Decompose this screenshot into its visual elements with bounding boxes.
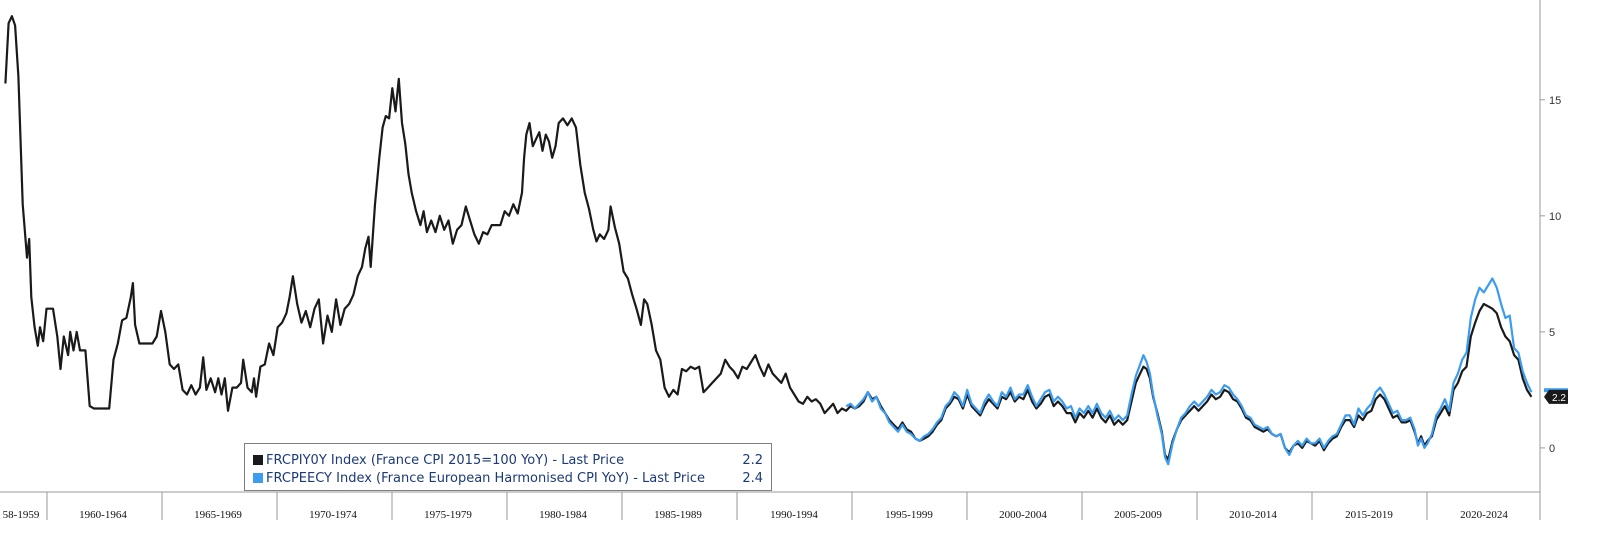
- x-axis: 58-1959 1960-1964 1965-1969 1970-1974 1975-1…: [0, 491, 1541, 521]
- x-tick-label: 1980-1984: [539, 509, 587, 521]
- legend-value: 2.4: [742, 470, 763, 486]
- y-tick-label: 5: [1549, 327, 1555, 339]
- plot-series-group: [4, 15, 1533, 466]
- legend-item-frcpiy0y: FRCPIY0Y Index (France CPI 2015=100 YoY)…: [253, 451, 763, 469]
- y-tick-label: 0: [1549, 443, 1555, 455]
- legend-label: FRCPEECY Index (France European Harmonis…: [266, 470, 705, 486]
- y-tick-label: 10: [1549, 211, 1561, 223]
- legend-label: FRCPIY0Y Index (France CPI 2015=100 YoY)…: [266, 452, 625, 468]
- x-tick-label: 1960-1964: [79, 509, 127, 521]
- legend-swatch-blue: [253, 473, 263, 483]
- x-tick-label: 1970-1974: [309, 509, 357, 521]
- x-tick-label: 1995-1999: [885, 509, 933, 521]
- x-tick-label: 2005-2009: [1114, 509, 1162, 521]
- x-tick-label: 1975-1979: [424, 509, 472, 521]
- x-tick-label: 1985-1989: [654, 509, 702, 521]
- legend-value: 2.2: [742, 452, 763, 468]
- y-tick-label: 15: [1549, 95, 1561, 107]
- x-tick-label: 2020-2024: [1460, 509, 1508, 521]
- y-axis: 0 5 10 15: [1539, 0, 1561, 492]
- x-tick-label: 2000-2004: [999, 509, 1047, 521]
- legend-item-frcpeecy: FRCPEECY Index (France European Harmonis…: [253, 469, 763, 487]
- x-tick-label: 2015-2019: [1345, 509, 1393, 521]
- x-tick-label: 1990-1994: [770, 509, 818, 521]
- series-line-frcpeecy: [845, 277, 1533, 466]
- legend-swatch-black: [253, 455, 263, 465]
- x-tick-label: 1965-1969: [194, 509, 242, 521]
- last-value-marker: 2.2: [1544, 388, 1568, 404]
- x-tick-label: 2010-2014: [1229, 509, 1277, 521]
- x-tick-label: 58-1959: [3, 509, 40, 521]
- last-value-tag-black: [1544, 389, 1568, 404]
- legend: FRCPIY0Y Index (France CPI 2015=100 YoY)…: [244, 443, 772, 491]
- series-line-frcpiy0y: [4, 15, 1533, 461]
- last-value-label: 2.2: [1552, 393, 1566, 404]
